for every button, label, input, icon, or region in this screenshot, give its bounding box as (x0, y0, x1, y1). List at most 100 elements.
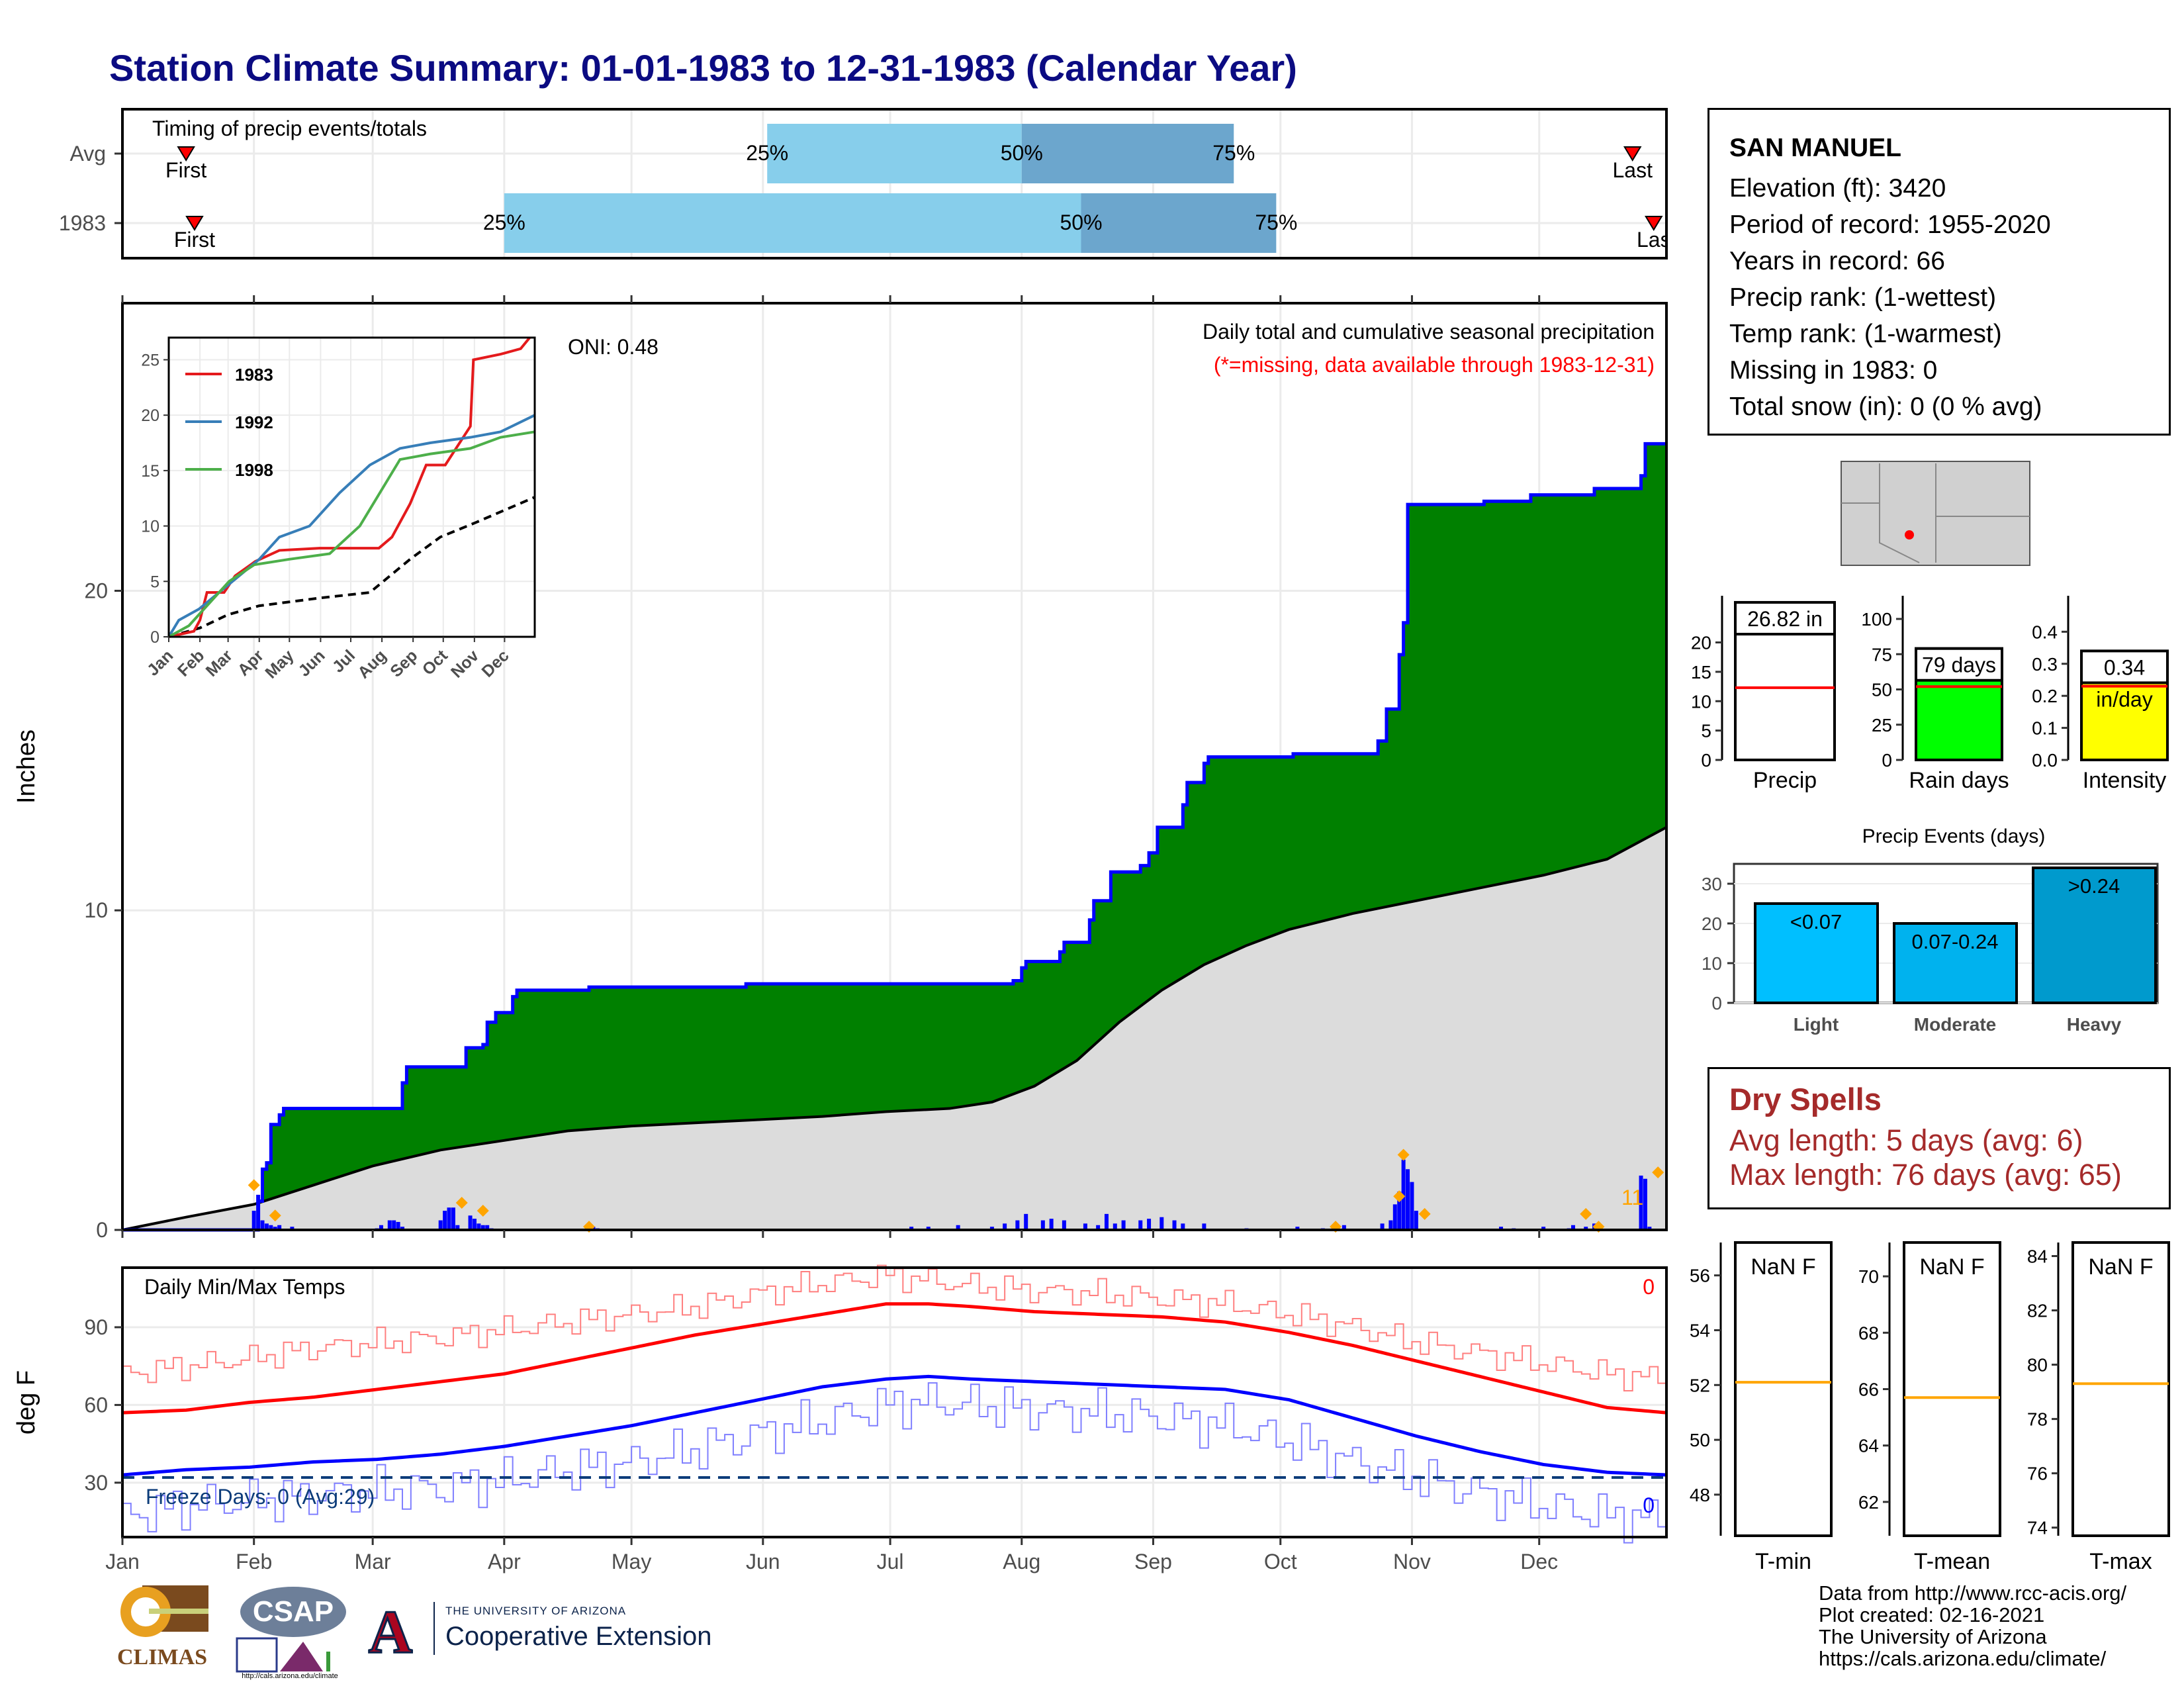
precip-daily-bar (1062, 1220, 1066, 1230)
temp-box-ytick-label: 50 (1690, 1430, 1710, 1450)
precip-daily-bar (438, 1220, 443, 1230)
inset-ytick-label: 20 (141, 406, 159, 425)
temp-box-label: T-max (2089, 1549, 2152, 1574)
temp-panel-border (121, 1266, 1668, 1538)
small-bar-ytick-label: 0.2 (2032, 686, 2058, 706)
dry-spells-panel: Dry Spells Avg length: 5 days (avg: 6) M… (1707, 1067, 2171, 1209)
precip-daily-bar (1388, 1220, 1393, 1230)
precip-daily-bar (443, 1211, 447, 1230)
timing-clip-mask (1668, 106, 1707, 261)
precip-marker (477, 1205, 489, 1217)
temp-box-ytick-label: 74 (2027, 1518, 2048, 1538)
precip-daily-bar (1181, 1223, 1185, 1230)
ua-logo-divider (433, 1602, 435, 1655)
dry-avg-length: Avg length: 5 days (avg: 6) (1729, 1123, 2083, 1157)
precip-daily-bar (1295, 1227, 1300, 1230)
precip-daily-bar (1397, 1192, 1402, 1230)
credit-line: Data from http://www.rcc-acis.org/ (1819, 1581, 2127, 1605)
precip-daily-bar (447, 1207, 451, 1230)
station-info-panel: SAN MANUEL Elevation (ft): 3420 Period o… (1707, 108, 2171, 436)
temp-box-ytick-label: 56 (1690, 1266, 1710, 1286)
climas-logo[interactable]: CLIMAS (109, 1582, 215, 1675)
timing-bar-q50-q75 (1021, 124, 1234, 183)
month-label: Apr (488, 1550, 521, 1573)
csap-logo[interactable]: CSAP http://cals.arizona.edu/climate (230, 1582, 349, 1681)
precip-daily-bar (926, 1227, 931, 1230)
temp-min-record-line (122, 1382, 1667, 1544)
small-bar-ytick-label: 0.1 (2032, 718, 2058, 739)
small-bar-ytick-label: 25 (1872, 715, 1892, 735)
inset-series-line (167, 414, 535, 638)
events-ytick-label: 0 (1711, 993, 1722, 1013)
precip-daily-bar (1040, 1220, 1045, 1230)
precip-missing-note: (*=missing, data available through 1983-… (1214, 353, 1655, 377)
small-bar-ytick-label: 75 (1872, 644, 1892, 665)
info-line: Precip rank: (1-wettest) (1729, 283, 1997, 312)
inset-bg (169, 338, 535, 637)
temp-box-value: NaN F (1919, 1254, 1984, 1280)
temp-box (1734, 1241, 1833, 1537)
precip-daily-bar (472, 1219, 477, 1230)
small-bar-label: Precip (1753, 768, 1817, 793)
inset-ytick-label: 10 (141, 518, 159, 536)
credit-line: https://cals.arizona.edu/climate/ (1819, 1647, 2107, 1670)
month-label: Mar (355, 1550, 391, 1573)
credits: Data from http://www.rcc-acis.org/ Plot … (1819, 1582, 2126, 1669)
csap-logo-url: http://cals.arizona.edu/climate (242, 1672, 338, 1680)
precip-daily-bar (1392, 1204, 1397, 1230)
small-bar-ytick-label: 0.3 (2032, 654, 2058, 675)
inset-series-line (168, 336, 531, 638)
temp-freeze-text: Freeze Days: 0 (Avg:29) (146, 1485, 375, 1509)
small-bar-ytick-label: 10 (1691, 691, 1711, 712)
timing-last-marker (1645, 216, 1663, 231)
month-label: May (612, 1550, 651, 1573)
temp-box-ytick-label: 66 (1858, 1380, 1879, 1400)
events-bar-label: >0.24 (2068, 874, 2120, 898)
inset-border (167, 336, 536, 638)
precip-avg-line (122, 825, 1667, 1231)
temp-ytick-label: 60 (84, 1393, 108, 1417)
small-bar-label: Rain days (1909, 768, 2009, 793)
info-line: Total snow (in): 0 (0 % avg) (1729, 393, 2042, 421)
timing-row-label: 1983 (59, 211, 106, 235)
small-bar-ytick-label: 0.4 (2032, 622, 2058, 642)
precip-daily-bar (1380, 1223, 1385, 1230)
precip-ytick-label: 20 (84, 579, 108, 602)
temp-box-ytick-label: 64 (1858, 1436, 1879, 1456)
precip-daily-bar (392, 1220, 396, 1230)
temp-avg-max-line (122, 1302, 1667, 1415)
inset-legend-label: 1983 (235, 365, 273, 385)
month-label: Sep (1134, 1550, 1172, 1573)
precip-daily-bar (1499, 1227, 1504, 1230)
precip-marker (1652, 1166, 1664, 1179)
events-category-label: Moderate (1914, 1014, 1996, 1035)
precip-marker (455, 1196, 468, 1209)
temp-box-ytick-label: 48 (1690, 1485, 1710, 1505)
timing-last-label: Last (1612, 158, 1653, 182)
small-bar-ytick-label: 0 (1882, 750, 1892, 771)
precip-daily-bar (1024, 1213, 1028, 1230)
precip-daily-bar (1406, 1169, 1410, 1230)
precip-daily-bar (277, 1225, 282, 1230)
temp-box-label: T-min (1755, 1549, 1811, 1574)
temp-red-count: 0 (1643, 1275, 1655, 1299)
precip-daily-bar (1015, 1220, 1020, 1230)
precip-marker (1418, 1207, 1431, 1220)
precip-marker (1580, 1207, 1592, 1220)
timing-first-marker (185, 216, 204, 231)
small-bar-ytick-label: 20 (1691, 633, 1711, 653)
timing-row-label: Avg (69, 142, 106, 165)
precip-daily-bar (989, 1227, 994, 1230)
events-bar-label: <0.07 (1790, 910, 1842, 933)
precip-daily-bar (400, 1227, 405, 1230)
precip-marker (1397, 1149, 1410, 1161)
precip-ytick-label: 10 (84, 898, 108, 922)
precip-daily-bar (956, 1225, 960, 1230)
month-label: Nov (1393, 1550, 1431, 1573)
ua-extension-logo[interactable]: A THE UNIVERSITY OF ARIZONA Cooperative … (361, 1597, 745, 1668)
precip-daily-bar (1342, 1225, 1346, 1230)
inset-ytick-label: 15 (141, 462, 159, 481)
small-bar-label-box (1915, 647, 2003, 682)
timing-panel-border (121, 108, 1668, 259)
precip-daily-bar (1113, 1223, 1117, 1230)
